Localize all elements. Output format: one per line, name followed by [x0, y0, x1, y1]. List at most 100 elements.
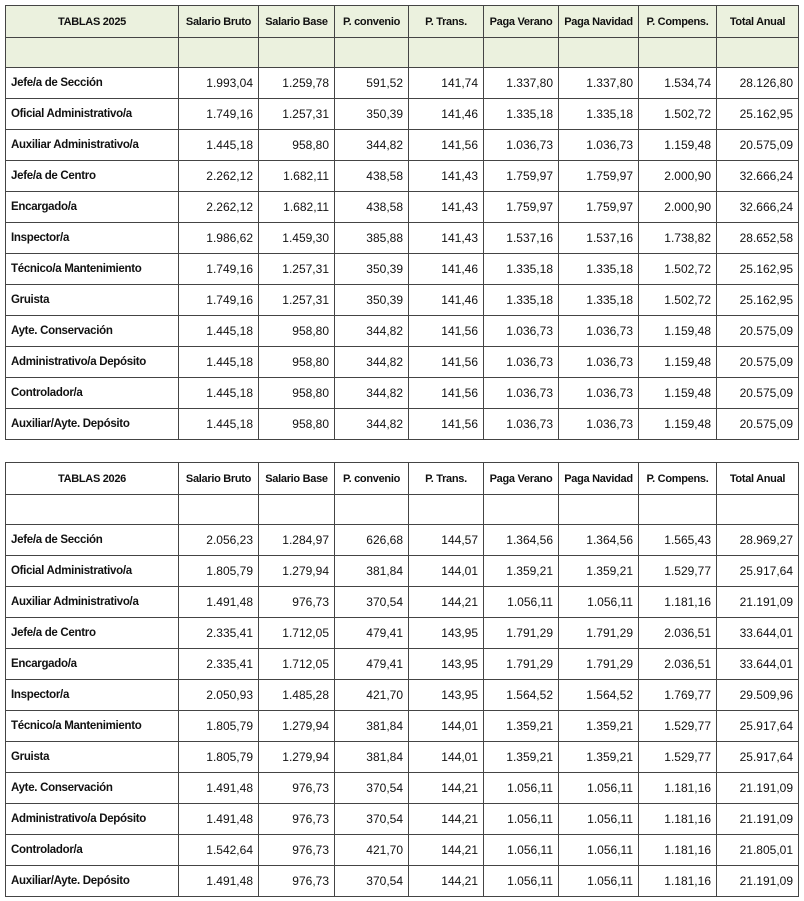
value-cell: 144,01: [408, 741, 484, 773]
value-cell: 141,74: [408, 67, 484, 99]
value-cell: 1.805,79: [178, 741, 259, 773]
value-cell: 143,95: [408, 648, 484, 680]
value-cell: 1.749,16: [178, 284, 259, 316]
blank-cell: [258, 494, 335, 525]
value-cell: 1.056,11: [558, 586, 639, 618]
value-cell: 1.364,56: [558, 524, 639, 556]
value-cell: 1.056,11: [483, 803, 559, 835]
value-cell: 344,82: [334, 408, 409, 440]
blank-cell: [558, 37, 639, 68]
value-cell: 1.056,11: [483, 865, 559, 897]
value-cell: 1.284,97: [258, 524, 335, 556]
value-cell: 1.542,64: [178, 834, 259, 866]
row-label: Inspector/a: [5, 679, 179, 711]
blank-cell: [483, 494, 559, 525]
column-header: TABLAS 2025: [5, 5, 179, 38]
value-cell: 2.335,41: [178, 648, 259, 680]
value-cell: 1.337,80: [483, 67, 559, 99]
value-cell: 344,82: [334, 377, 409, 409]
data-row: Gruista 1.805,79 1.279,94 381,84 144,01 1.359…: [5, 741, 799, 773]
value-cell: 976,73: [258, 865, 335, 897]
value-cell: 1.036,73: [558, 346, 639, 378]
row-label: Encargado/a: [5, 648, 179, 680]
row-label: Jefe/a de Sección: [5, 524, 179, 556]
value-cell: 1.335,18: [483, 98, 559, 130]
data-row: Ayte. Conservación 1.491,48 976,73 370,54 14…: [5, 772, 799, 804]
value-cell: 1.056,11: [558, 772, 639, 804]
blank-cell: [483, 37, 559, 68]
value-cell: 1.359,21: [483, 710, 559, 742]
blank-cell: [638, 37, 717, 68]
row-label: Auxiliar/Ayte. Depósito: [5, 865, 179, 897]
blank-cell: [558, 494, 639, 525]
row-label: Auxiliar Administrativo/a: [5, 129, 179, 161]
blank-cell: [178, 494, 259, 525]
column-header: Paga Verano: [483, 462, 559, 495]
value-cell: 1.445,18: [178, 129, 259, 161]
value-cell: 976,73: [258, 586, 335, 618]
value-cell: 144,21: [408, 803, 484, 835]
salary-table: TABLAS 2026 Salario Bruto Salario Base P. c…: [5, 462, 799, 897]
data-row: Inspector/a 1.986,62 1.459,30 385,88 141,43 1…: [5, 222, 799, 254]
value-cell: 1.502,72: [638, 253, 717, 285]
value-cell: 1.036,73: [483, 377, 559, 409]
value-cell: 1.712,05: [258, 617, 335, 649]
data-row: Controlador/a 1.445,18 958,80 344,82 141,56 1…: [5, 377, 799, 409]
value-cell: 976,73: [258, 834, 335, 866]
data-row: Jefe/a de Centro 2.262,12 1.682,11 438,58 14…: [5, 160, 799, 192]
header-row: TABLAS 2026 Salario Bruto Salario Base P. c…: [5, 462, 799, 495]
blank-row: [5, 37, 799, 68]
value-cell: 141,46: [408, 284, 484, 316]
value-cell: 1.181,16: [638, 586, 717, 618]
row-label: Técnico/a Mantenimiento: [5, 253, 179, 285]
value-cell: 20.575,09: [716, 408, 799, 440]
data-row: Encargado/a 2.335,41 1.712,05 479,41 143,95 1…: [5, 648, 799, 680]
value-cell: 1.738,82: [638, 222, 717, 254]
value-cell: 2.036,51: [638, 648, 717, 680]
value-cell: 1.159,48: [638, 346, 717, 378]
row-label: Jefe/a de Sección: [5, 67, 179, 99]
value-cell: 143,95: [408, 679, 484, 711]
value-cell: 1.056,11: [483, 772, 559, 804]
value-cell: 1.491,48: [178, 586, 259, 618]
value-cell: 141,56: [408, 408, 484, 440]
value-cell: 1.712,05: [258, 648, 335, 680]
value-cell: 958,80: [258, 346, 335, 378]
data-row: Técnico/a Mantenimiento 1.805,79 1.279,94 3…: [5, 710, 799, 742]
value-cell: 1.445,18: [178, 346, 259, 378]
value-cell: 438,58: [334, 160, 409, 192]
value-cell: 370,54: [334, 772, 409, 804]
value-cell: 1.759,97: [483, 191, 559, 223]
column-header: Salario Base: [258, 5, 335, 38]
column-header: P. Trans.: [408, 462, 484, 495]
salary-table: TABLAS 2025 Salario Bruto Salario Base P. c…: [5, 5, 799, 440]
row-label: Controlador/a: [5, 834, 179, 866]
value-cell: 25.162,95: [716, 284, 799, 316]
value-cell: 385,88: [334, 222, 409, 254]
data-row: Administrativo/a Depósito 1.491,48 976,73 3…: [5, 803, 799, 835]
data-row: Jefe/a de Sección 2.056,23 1.284,97 626,68 1…: [5, 524, 799, 556]
blank-cell: [5, 494, 179, 525]
data-row: Administrativo/a Depósito 1.445,18 958,80 3…: [5, 346, 799, 378]
blank-cell: [334, 494, 409, 525]
value-cell: 1.564,52: [483, 679, 559, 711]
value-cell: 1.459,30: [258, 222, 335, 254]
value-cell: 144,01: [408, 555, 484, 587]
value-cell: 1.986,62: [178, 222, 259, 254]
value-cell: 25.917,64: [716, 741, 799, 773]
column-header: Salario Bruto: [178, 5, 259, 38]
value-cell: 1.537,16: [558, 222, 639, 254]
column-header: P. convenio: [334, 5, 409, 38]
value-cell: 1.279,94: [258, 741, 335, 773]
value-cell: 1.529,77: [638, 555, 717, 587]
value-cell: 1.279,94: [258, 555, 335, 587]
value-cell: 141,46: [408, 98, 484, 130]
value-cell: 1.682,11: [258, 191, 335, 223]
value-cell: 1.335,18: [558, 284, 639, 316]
value-cell: 32.666,24: [716, 160, 799, 192]
value-cell: 141,43: [408, 160, 484, 192]
value-cell: 370,54: [334, 586, 409, 618]
value-cell: 344,82: [334, 346, 409, 378]
value-cell: 1.359,21: [558, 555, 639, 587]
value-cell: 141,56: [408, 315, 484, 347]
